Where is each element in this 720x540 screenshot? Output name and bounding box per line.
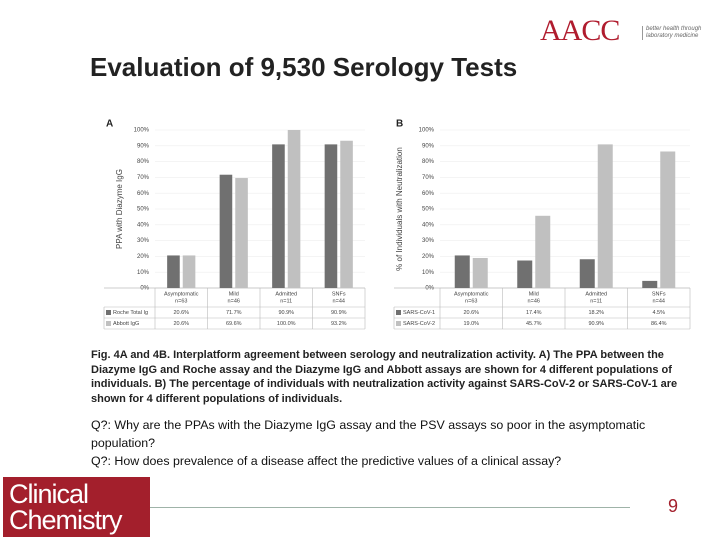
bar [287, 130, 301, 288]
bar [517, 260, 533, 288]
questions: Q?: Why are the PPAs with the Diazyme Ig… [91, 416, 681, 470]
value-label: 69.6% [226, 321, 242, 327]
category-size: n=44 [333, 298, 345, 304]
legend-swatch [396, 310, 401, 315]
value-label: 93.2% [331, 321, 347, 327]
category-size: n=46 [528, 298, 540, 304]
y-tick-label: 70% [137, 175, 150, 181]
y-tick-label: 10% [137, 270, 150, 276]
legend-label: SARS-CoV-1 [403, 310, 435, 316]
category-label: SNFs [652, 291, 666, 297]
category-label: Admitted [585, 291, 607, 297]
value-label: 90.9% [588, 321, 604, 327]
bar [219, 174, 233, 288]
y-tick-label: 20% [137, 254, 150, 260]
category-label: Mild [229, 291, 239, 297]
question: Q?: Why are the PPAs with the Diazyme Ig… [91, 418, 646, 450]
category-size: n=11 [590, 298, 602, 304]
value-label: 90.9% [331, 310, 347, 316]
caption: Fig. 4A and 4B. Interplatform agreement … [91, 349, 678, 405]
panel-label: B [396, 119, 403, 130]
category-size: n=63 [465, 298, 477, 304]
journal-line: Clinical [9, 479, 89, 509]
value-label: 20.6% [173, 310, 189, 316]
bar [324, 144, 338, 288]
category-size: n=63 [175, 298, 187, 304]
category-label: Asymptomatic [454, 291, 489, 297]
y-tick-label: 50% [137, 207, 150, 213]
bar [579, 259, 595, 288]
bar [167, 255, 180, 288]
value-label: 100.0% [277, 321, 296, 327]
y-tick-label: 10% [422, 270, 435, 276]
y-tick-label: 0% [425, 286, 434, 292]
slide-title: Evaluation of 9,530 Serology Tests [90, 52, 518, 82]
question: Q?: How does prevalence of a disease aff… [91, 454, 562, 468]
value-label: 18.2% [588, 310, 604, 316]
value-label: 17.4% [526, 310, 542, 316]
value-label: 86.4% [651, 321, 667, 327]
legend-swatch [106, 310, 111, 315]
y-tick-label: 30% [137, 238, 150, 244]
y-tick-label: 0% [140, 286, 149, 292]
bar [597, 144, 613, 288]
y-tick-label: 90% [137, 143, 150, 149]
y-tick-label: 80% [422, 159, 435, 165]
bar [272, 144, 285, 288]
tagline: better health through laboratory medicin… [642, 26, 701, 40]
journal-logo: Clinical Chemistry [3, 477, 150, 537]
y-tick-label: 90% [422, 143, 435, 149]
bar [182, 255, 196, 288]
value-label: 4.5% [652, 310, 665, 316]
bar [660, 151, 676, 288]
y-tick-label: 50% [422, 207, 435, 213]
y-tick-label: 100% [419, 128, 435, 134]
bar [340, 140, 353, 288]
y-tick-label: 60% [137, 191, 150, 197]
y-axis-label: PPA with Diazyme IgG [115, 169, 124, 249]
bar [642, 280, 658, 288]
panel-label: A [106, 119, 113, 130]
y-tick-label: 70% [422, 175, 435, 181]
legend-swatch [106, 321, 111, 326]
category-size: n=46 [228, 298, 240, 304]
y-tick-label: 60% [422, 191, 435, 197]
bar [472, 257, 488, 288]
category-size: n=11 [280, 298, 292, 304]
value-label: 71.7% [226, 310, 242, 316]
value-label: 45.7% [526, 321, 542, 327]
legend-label: SARS-CoV-2 [403, 321, 435, 327]
value-label: 90.9% [278, 310, 294, 316]
category-label: Admitted [275, 291, 297, 297]
category-size: n=44 [653, 298, 665, 304]
legend-label: Abbott IgG [113, 321, 139, 327]
journal-line: Chemistry [9, 505, 123, 535]
y-tick-label: 100% [134, 128, 150, 134]
category-label: Mild [529, 291, 539, 297]
logo: AACC [540, 14, 620, 47]
bar [454, 255, 470, 288]
bar [535, 215, 551, 288]
y-tick-label: 20% [422, 254, 435, 260]
figure: A PPA with Diazyme IgG 0% 10% 20% 30% 40% 50% 60… [100, 113, 692, 333]
y-tick-label: 30% [422, 238, 435, 244]
y-tick-label: 40% [137, 222, 150, 228]
category-label: Asymptomatic [164, 291, 199, 297]
bar [235, 178, 248, 288]
value-label: 20.6% [463, 310, 479, 316]
y-tick-label: 40% [422, 222, 435, 228]
legend-label: Roche Total Ig [113, 310, 148, 316]
tagline-line: better health through [646, 26, 702, 32]
footer-rule [150, 507, 630, 508]
value-label: 20.6% [173, 321, 189, 327]
legend-swatch [396, 321, 401, 326]
category-label: SNFs [332, 291, 346, 297]
value-label: 19.0% [463, 321, 479, 327]
y-tick-label: 80% [137, 159, 150, 165]
y-axis-label: % of Individuals with Neutralization [395, 147, 404, 271]
page-number: 9 [668, 496, 679, 516]
tagline-line: laboratory medicine [646, 33, 699, 39]
figure-background [100, 113, 692, 333]
